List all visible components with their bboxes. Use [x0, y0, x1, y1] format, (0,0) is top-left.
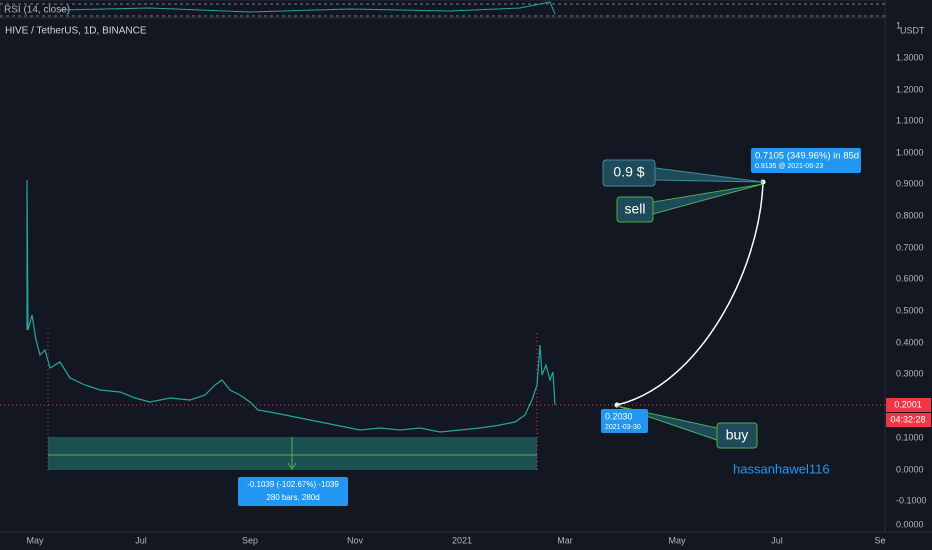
rsi-pane	[0, 0, 886, 19]
axis-unit: USDT	[900, 25, 925, 35]
price-axis-label: 1.3000	[896, 52, 924, 62]
price-axis-label: 0.0000	[896, 519, 924, 529]
callout	[602, 159, 656, 187]
rsi-line	[59, 1, 556, 15]
price-axis-label: 0.6000	[896, 273, 924, 283]
measure-arrow	[287, 462, 297, 470]
time-axis-label: Jul	[135, 535, 147, 545]
price-axis-label: 0.4000	[896, 337, 924, 347]
target-text: 0.7105 (349.96%) in 85d	[755, 151, 859, 162]
target-label	[751, 148, 861, 173]
price-axis-label: 1.2000	[896, 84, 924, 94]
time-axis-label: May	[26, 535, 44, 545]
measure-label	[238, 477, 348, 506]
price-axis-label: 0.7000	[896, 242, 924, 252]
last-price: 0.2001	[894, 399, 922, 409]
measure-text: -0.1039 (-102.67%) -1039	[247, 480, 339, 489]
price-axis-label: 0.1000	[896, 432, 924, 442]
price-axis-label: 0.5000	[896, 305, 924, 315]
time-axis-label: Sep	[242, 535, 258, 545]
target-text: 0.9135 @ 2021-06-23	[755, 163, 823, 170]
rsi-label: RSI (14, close)	[4, 5, 70, 16]
time-axis-label: Nov	[347, 535, 364, 545]
entry-text: 0.2030	[605, 411, 633, 421]
callout	[616, 196, 654, 223]
time-axis-label: 2021	[452, 535, 472, 545]
measure-text: 280 bars, 280d	[266, 493, 319, 502]
entry-text: 2021-03-30	[605, 424, 641, 431]
price-axis-label: -0.1000	[896, 495, 927, 505]
price-axis-label: 1.0000	[896, 147, 924, 157]
time-axis-label: Mar	[557, 535, 573, 545]
countdown-tag	[886, 413, 931, 427]
last-price-tag	[886, 398, 931, 412]
entry-label	[601, 409, 648, 433]
author: hassanhawel116	[733, 461, 830, 476]
callout-text: 0.9 $	[613, 164, 644, 180]
callout	[716, 422, 758, 449]
price-axis-label: 0.0000	[896, 464, 924, 474]
projection-curve	[616, 181, 764, 406]
time-axis-label: Jul	[771, 535, 783, 545]
callout-text: buy	[726, 427, 749, 443]
price-axis-label: 1.1000	[896, 115, 924, 125]
countdown: 04:32:28	[890, 414, 925, 424]
price-axis-label: 0.8000	[896, 210, 924, 220]
price-axis-label: 0.3000	[896, 368, 924, 378]
time-axis-label: Se	[874, 535, 885, 545]
axis-label: 1	[896, 20, 901, 30]
time-axis-label: May	[668, 535, 686, 545]
symbol-title: HIVE / TetherUS, 1D, BINANCE	[5, 26, 147, 37]
price-series	[26, 179, 556, 433]
callout-text: sell	[624, 201, 645, 217]
price-axis-label: 0.9000	[896, 178, 924, 188]
